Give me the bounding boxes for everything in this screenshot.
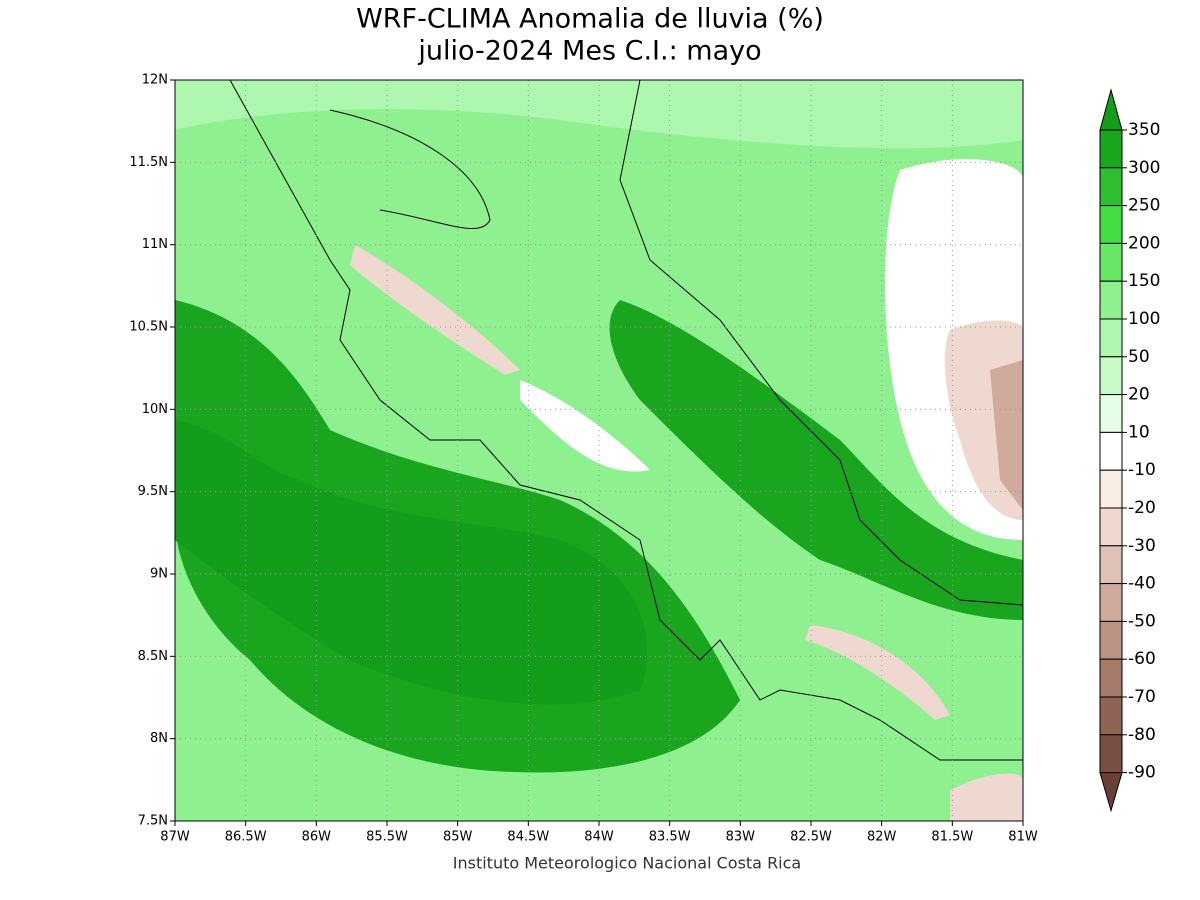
colorbar-label: 10 [1128, 422, 1150, 442]
y-tick-label: 8.5N [138, 649, 168, 664]
colorbar-bin [1099, 696, 1123, 736]
colorbar-bin [1099, 167, 1123, 207]
subtitle: julio-2024 Mes C.I.: mayo [417, 36, 761, 67]
colorbar-bin [1099, 280, 1123, 320]
y-tick-label: 10N [142, 402, 168, 417]
colorbar-arrow [1099, 772, 1123, 813]
colorbar-label: 350 [1128, 120, 1160, 140]
y-tick-label: 11.5N [129, 155, 168, 170]
colorbar-label: -30 [1128, 536, 1156, 556]
colorbar-label: -20 [1128, 498, 1156, 518]
colorbar-label: 50 [1128, 347, 1150, 367]
colorbar: 350 300 250 200 150 100 50 20 10 -10 -20 -30 -40 -50 -… [1099, 88, 1160, 813]
colorbar-label: -40 [1128, 574, 1156, 594]
colorbar-bin [1099, 507, 1123, 547]
colorbar-arrow [1099, 88, 1123, 131]
y-tick-label: 9.5N [138, 484, 168, 499]
x-tick-label: 86.5W [225, 830, 267, 845]
y-tick-label: 9N [150, 567, 168, 582]
x-tick-label: 84.5W [507, 830, 549, 845]
colorbar-bin [1099, 205, 1123, 244]
y-tick-label: 11N [142, 237, 168, 252]
colorbar-label: -70 [1128, 687, 1156, 707]
y-tick-label: 7.5N [138, 814, 168, 829]
colorbar-label: 200 [1128, 233, 1160, 253]
colorbar-bin [1099, 318, 1123, 358]
colorbar-bin [1099, 394, 1123, 433]
x-tick-label: 85.5W [366, 830, 408, 845]
colorbar-bin [1099, 356, 1123, 396]
colorbar-label: -10 [1128, 460, 1156, 480]
x-tick-label: 81.5W [931, 830, 973, 845]
colorbar-label: -80 [1128, 725, 1156, 745]
x-tick-label: 82.5W [790, 830, 832, 845]
colorbar-label: 250 [1128, 196, 1160, 216]
colorbar-bin [1099, 469, 1123, 509]
x-tick-label: 83.5W [649, 830, 691, 845]
colorbar-label: 150 [1128, 271, 1160, 291]
colorbar-bin [1099, 734, 1123, 774]
x-tick-label: 82W [867, 830, 897, 845]
x-tick-label: 87W [160, 830, 190, 845]
title: WRF-CLIMA Anomalia de lluvia (%) [356, 4, 824, 35]
colorbar-bin [1099, 583, 1123, 622]
colorbar-bin [1099, 242, 1123, 282]
x-tick-label: 85W [443, 830, 473, 845]
colorbar-label: 300 [1128, 158, 1160, 178]
x-tick-label: 83W [726, 830, 756, 845]
map-frame [174, 79, 1024, 822]
colorbar-bin [1099, 620, 1123, 660]
y-tick-label: 10.5N [129, 320, 168, 335]
colorbar-bin [1099, 431, 1123, 471]
colorbar-label: 20 [1128, 385, 1150, 405]
colorbar-bin [1099, 545, 1123, 585]
x-tick-label: 81W [1008, 830, 1038, 845]
y-tick-label: 12N [142, 73, 168, 88]
colorbar-label: 100 [1128, 309, 1160, 329]
footer: Instituto Meteorologico Nacional Costa R… [453, 854, 801, 873]
colorbar-bin [1099, 129, 1123, 169]
y-tick-label: 8N [150, 731, 168, 746]
x-tick-label: 84W [584, 830, 614, 845]
colorbar-label: -60 [1128, 649, 1156, 669]
colorbar-label: -90 [1128, 763, 1156, 783]
grid: 87W 86.5W 86W 85.5W 85W 84.5W 84W 83.5W 83W 82.5W… [129, 73, 1038, 845]
x-tick-label: 86W [302, 830, 332, 845]
colorbar-label: -50 [1128, 611, 1156, 631]
colorbar-bin [1099, 658, 1123, 698]
